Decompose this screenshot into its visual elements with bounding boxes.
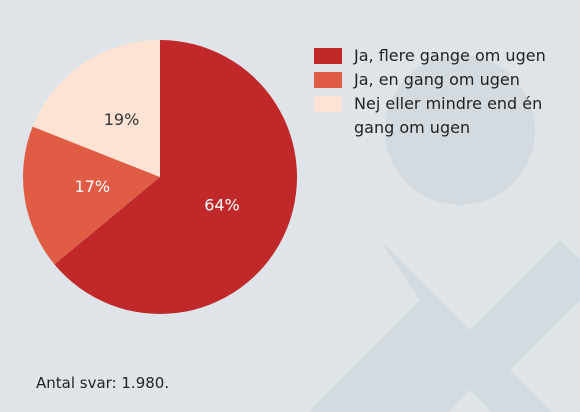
- pie-slice: [54, 40, 297, 315]
- legend-label: Nej eller mindre end én gang om ugen: [354, 94, 543, 137]
- slice-label: 17%: [75, 177, 111, 196]
- legend-swatch: [314, 48, 342, 64]
- watermark: [308, 55, 580, 412]
- note: Antal svar: 1.980.: [36, 374, 170, 392]
- legend-swatch: [314, 72, 342, 88]
- pie-slice: [32, 39, 160, 177]
- slice-label: 64%: [204, 196, 240, 215]
- pie-slice: [22, 126, 160, 265]
- legend-swatch: [314, 96, 342, 112]
- legend-label: Ja, flere gange om ugen: [354, 46, 546, 65]
- legend-label: Ja, en gang om ugen: [354, 70, 520, 89]
- slice-label: 19%: [104, 110, 140, 129]
